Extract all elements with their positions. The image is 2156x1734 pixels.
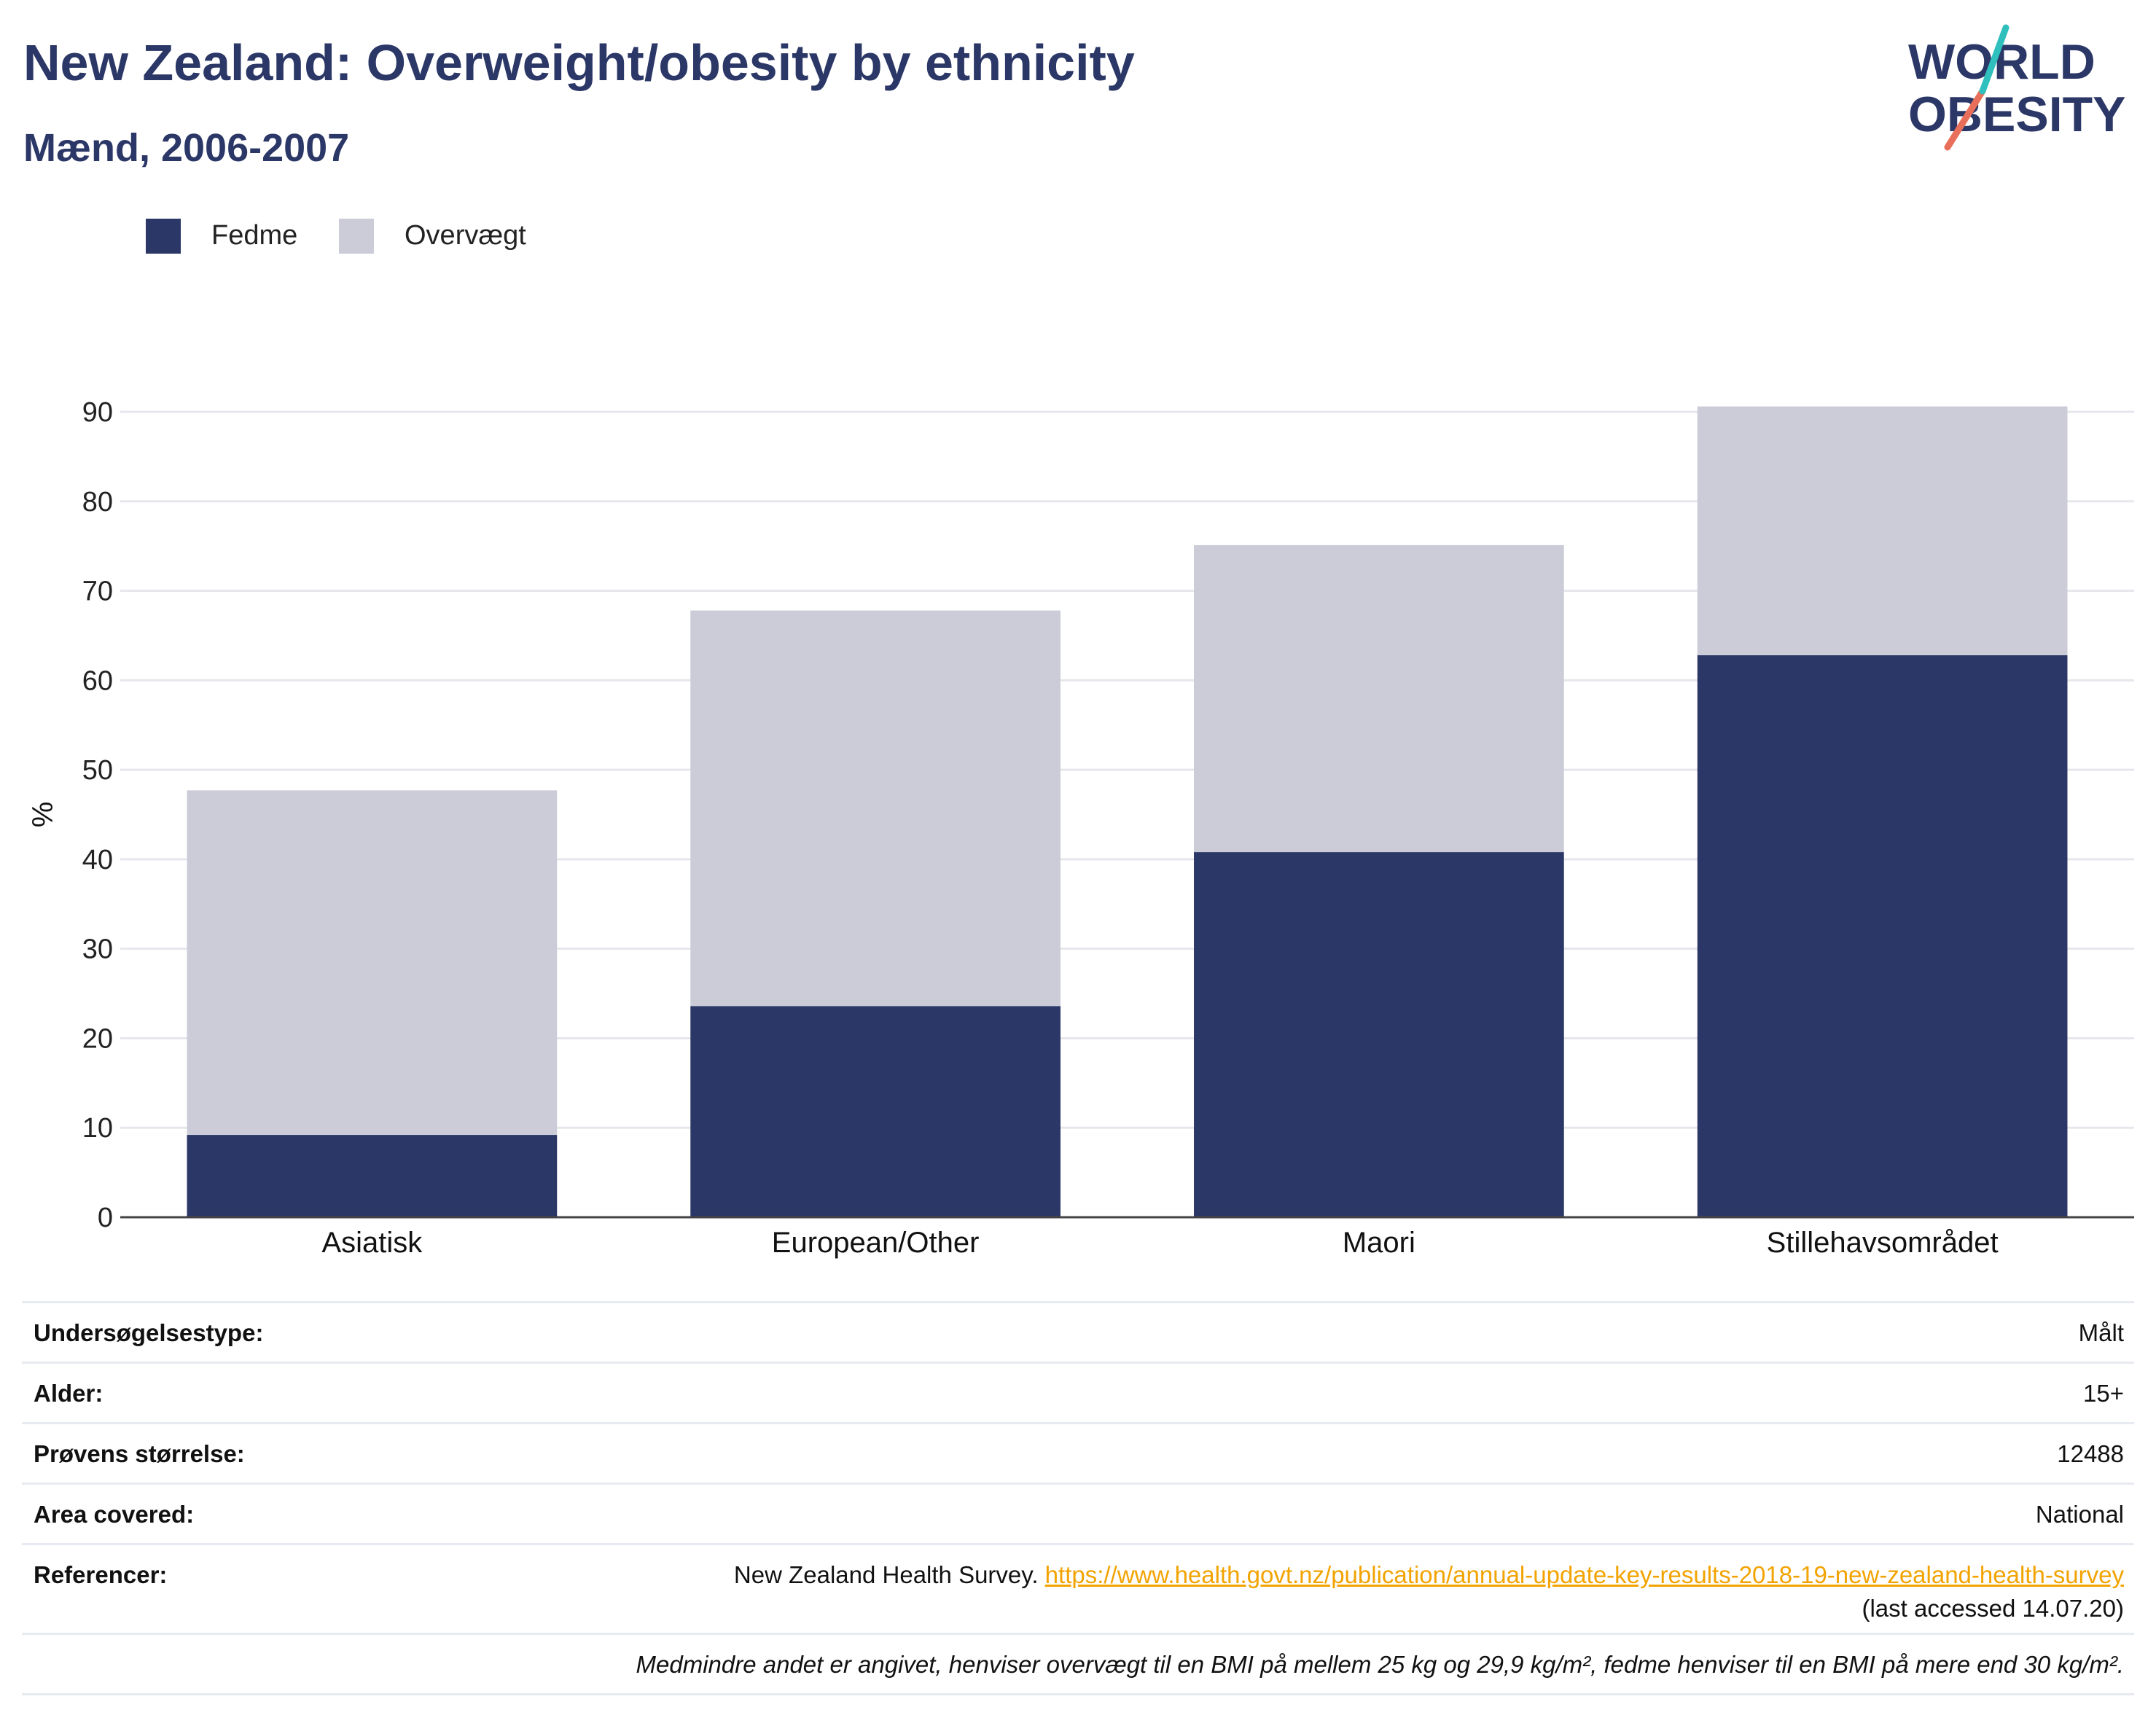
- info-row-sample-size: Prøvens størrelse: 12488: [22, 1422, 2134, 1483]
- legend-swatch-overvaegt: [339, 219, 374, 254]
- reference-text: New Zealand Health Survey.: [733, 1561, 1045, 1588]
- bmi-note: Medmindre andet er angivet, henviser ove…: [636, 1651, 2124, 1678]
- age-value: 15+: [2083, 1380, 2124, 1407]
- y-axis-label: %: [27, 802, 59, 828]
- survey-type-label: Undersøgelsestype:: [34, 1319, 264, 1346]
- chart-subtitle: Mænd, 2006-2007: [23, 126, 350, 170]
- y-tick-label: 40: [82, 845, 113, 875]
- age-label: Alder:: [34, 1380, 103, 1407]
- bar-fedme-1: [690, 1006, 1061, 1217]
- area-value: National: [2035, 1501, 2124, 1528]
- y-tick-label: 90: [82, 397, 113, 428]
- y-tick-label: 20: [82, 1023, 113, 1054]
- info-row-note: Medmindre andet er angivet, henviser ove…: [22, 1633, 2134, 1695]
- info-row-age: Alder: 15+: [22, 1362, 2134, 1422]
- bar-fedme-2: [1194, 852, 1564, 1217]
- chart-title: New Zealand: Overweight/obesity by ethni…: [23, 34, 1135, 91]
- world-obesity-logo: WORLD OBESITY: [1908, 24, 2126, 151]
- reference-accessed: (last accessed 14.07.20): [1862, 1595, 2124, 1622]
- y-tick-label: 80: [82, 487, 113, 518]
- bar-fedme-3: [1697, 655, 2068, 1217]
- x-tick-label: European/Other: [772, 1227, 980, 1259]
- references-value: New Zealand Health Survey. https://www.h…: [734, 1561, 2124, 1589]
- logo-coral-stroke: [1944, 87, 1986, 151]
- bar-chart: 0 10 20 30 40 50 60 70 80 90% Asiatisk European/Oth…: [27, 397, 2134, 1259]
- reference-link[interactable]: https://www.health.govt.nz/publication/a…: [1044, 1561, 2124, 1588]
- info-row-area: Area covered: National: [22, 1483, 2134, 1543]
- bar-overvaegt-3: [1697, 406, 2068, 655]
- y-tick-label: 30: [82, 934, 113, 965]
- references-label: Referencer:: [34, 1561, 168, 1588]
- y-tick-label: 70: [82, 577, 113, 607]
- info-row-survey-type: Undersøgelsestype: Målt: [22, 1301, 2134, 1362]
- y-tick-label: 10: [82, 1113, 113, 1144]
- x-tick-label: Asiatisk: [321, 1227, 423, 1259]
- area-label: Area covered:: [34, 1501, 195, 1528]
- info-table: Undersøgelsestype: Målt Alder: 15+ Prøve…: [22, 1301, 2134, 1695]
- legend-label-fedme: Fedme: [211, 220, 298, 251]
- logo-teal-stroke: [1979, 24, 2009, 95]
- legend-label-overvaegt: Overvægt: [405, 220, 526, 251]
- logo-word-obesity: OBESITY: [1908, 87, 2126, 142]
- y-tick-label: 60: [82, 665, 113, 696]
- sample-size-label: Prøvens størrelse:: [34, 1440, 245, 1467]
- y-tick-label: 0: [98, 1203, 113, 1233]
- y-tick-label: 50: [82, 755, 113, 786]
- legend-swatch-fedme: [146, 219, 181, 254]
- x-tick-label: Stillehavsområdet: [1767, 1227, 1999, 1259]
- bar-fedme-0: [187, 1135, 558, 1217]
- x-tick-label: Maori: [1343, 1227, 1415, 1259]
- bar-overvaegt-1: [690, 610, 1061, 1007]
- info-row-references: Referencer: New Zealand Health Survey. h…: [22, 1543, 2134, 1633]
- sample-size-value: 12488: [2057, 1440, 2124, 1467]
- bar-overvaegt-2: [1194, 544, 1564, 853]
- bar-overvaegt-0: [187, 790, 558, 1136]
- survey-type-value: Målt: [2078, 1319, 2124, 1346]
